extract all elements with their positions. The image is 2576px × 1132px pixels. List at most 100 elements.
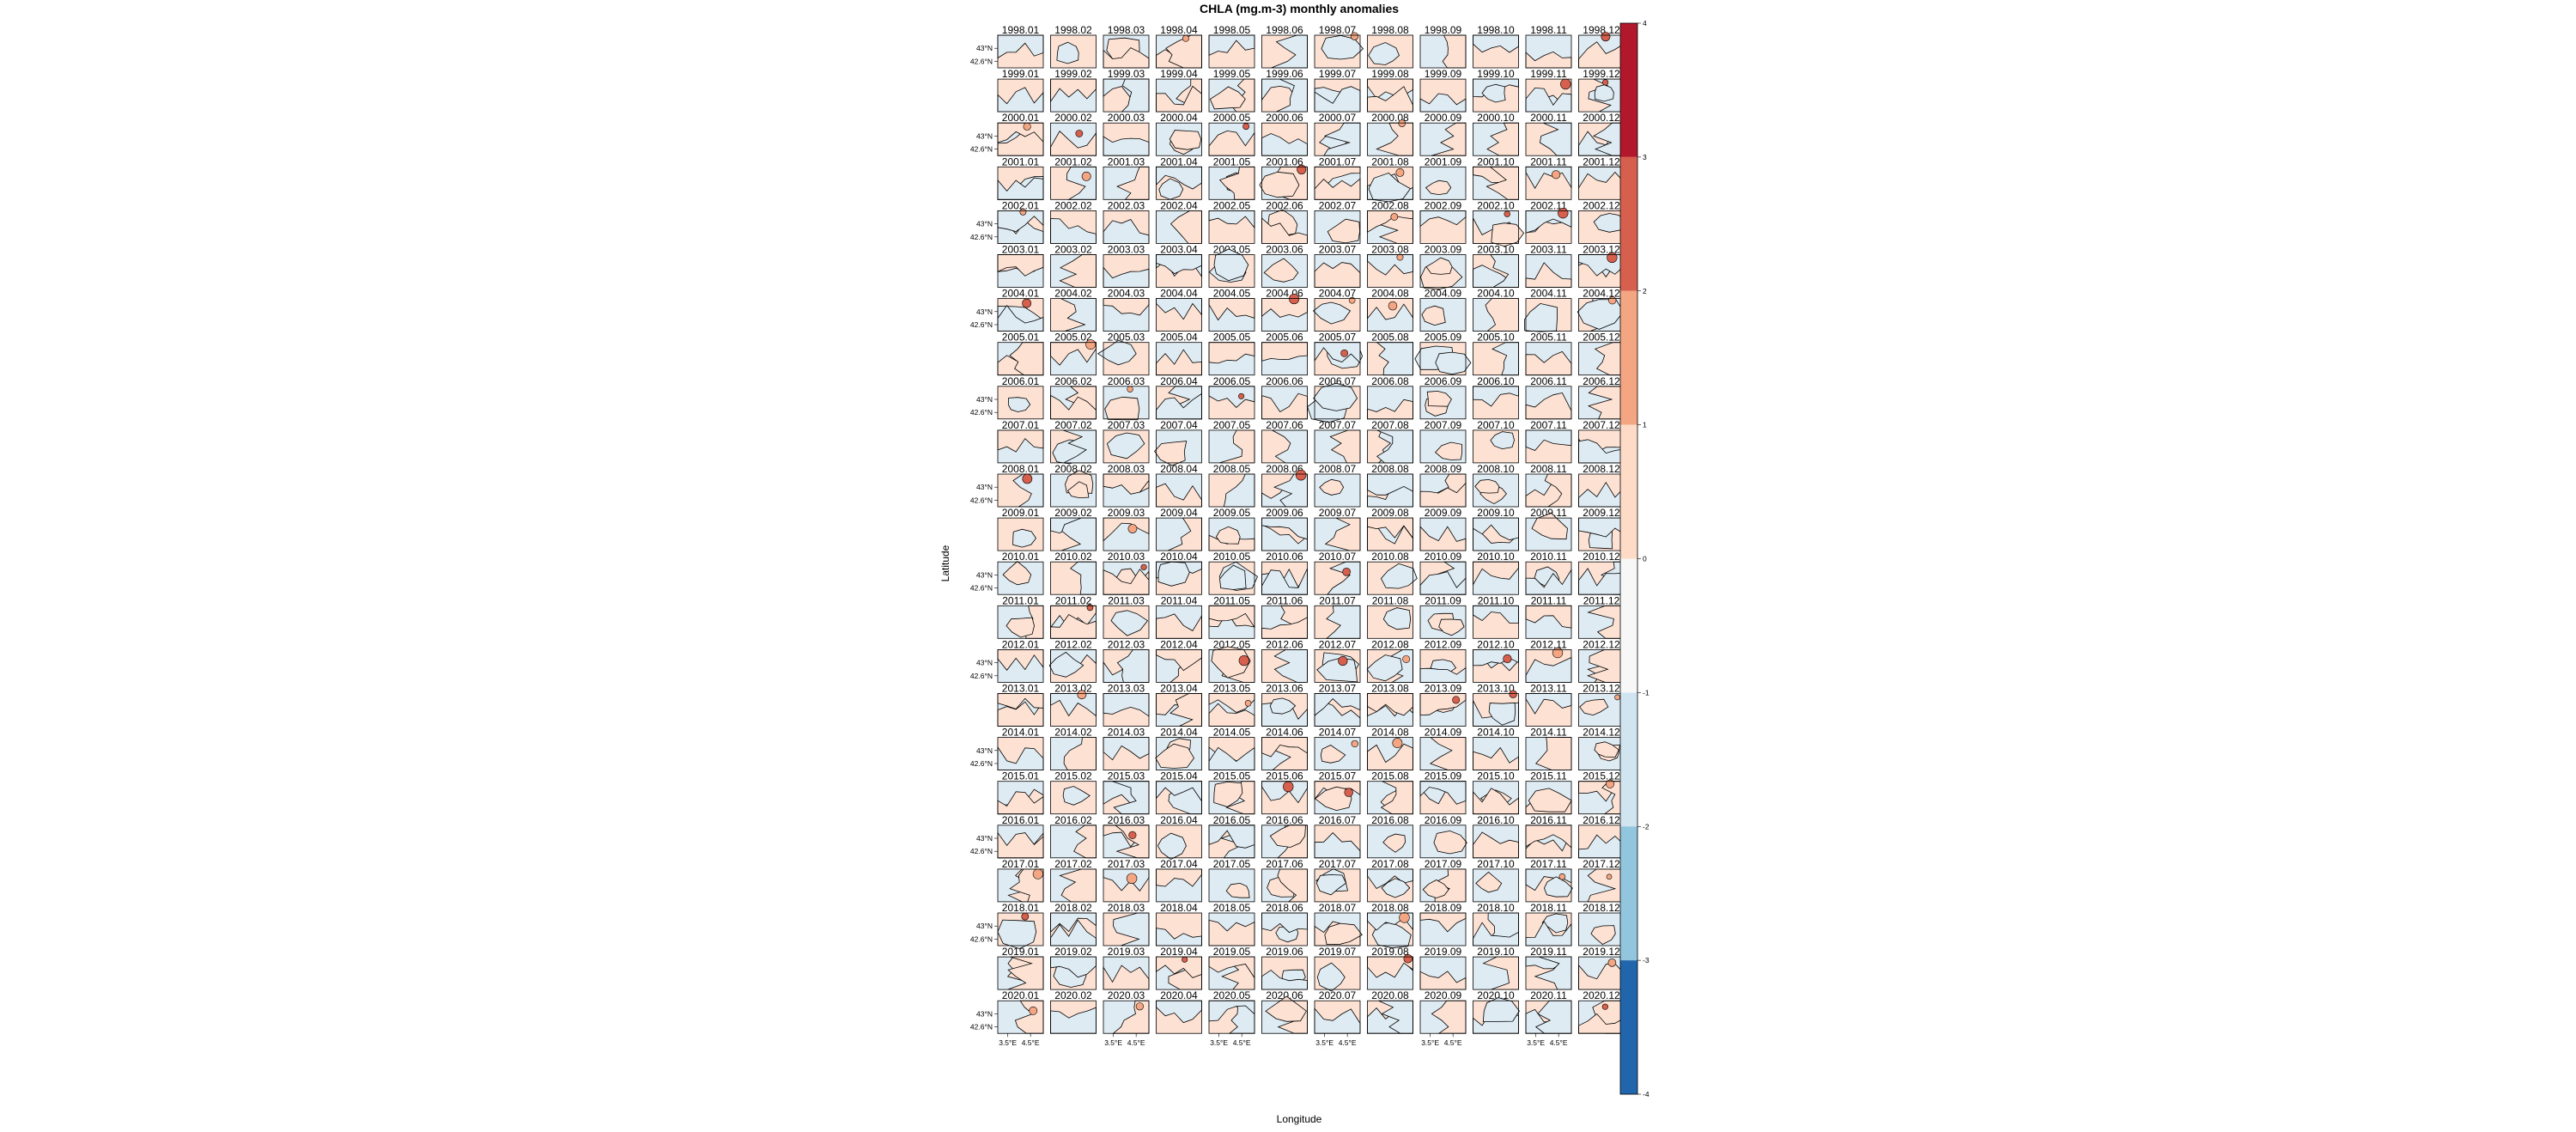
panel-title: 2009.10 [1477, 507, 1515, 519]
panel-title: 2006.06 [1266, 375, 1303, 387]
panel-frame [1473, 1000, 1519, 1034]
panel-title: 2016.10 [1477, 814, 1515, 826]
panel-title: 2007.05 [1213, 419, 1251, 431]
panel-frame [1050, 254, 1097, 288]
panel-frame [1103, 649, 1150, 683]
panel-2012-02: 2012.02 [1048, 638, 1097, 683]
panel-title: 2004.05 [1213, 288, 1251, 300]
panel-title: 2009.11 [1530, 507, 1567, 519]
panel-frame [1261, 429, 1308, 464]
panel-title: 2001.04 [1160, 155, 1198, 167]
panel-title: 2013.05 [1213, 683, 1251, 695]
colorbar-segment [1620, 424, 1637, 559]
panel-2019-09: 2019.09 [1419, 946, 1467, 990]
panel-frame [1419, 342, 1467, 376]
panel-frame [1314, 166, 1361, 200]
panel-2016-05: 2016.05 [1208, 814, 1255, 859]
panel-frame [1525, 298, 1572, 332]
panel-title: 2007.09 [1425, 419, 1462, 431]
panel-2002-11: 2002.11 [1525, 199, 1572, 244]
panel-title: 2019.03 [1108, 946, 1145, 958]
panel-frame [1103, 429, 1150, 464]
anomaly-contour [1482, 997, 1520, 1023]
panel-2001-12: 2001.12 [1578, 155, 1625, 200]
panel-frame [1473, 737, 1519, 770]
panel-frame [1261, 868, 1308, 903]
panel-title: 2006.04 [1160, 375, 1198, 387]
panel-title: 2017.08 [1371, 858, 1409, 870]
panel-2002-10: 2002.10 [1473, 199, 1525, 247]
panel-1999-03: 1999.03 [1103, 68, 1150, 113]
x-tick-label: 4.5°E [1233, 1038, 1251, 1047]
panel-title: 2000.06 [1266, 112, 1303, 124]
panel-2008-07: 2008.07 [1314, 463, 1361, 508]
anomaly-contour [1475, 871, 1503, 893]
panel-title: 1998.12 [1583, 24, 1620, 36]
panel-frame [1367, 561, 1413, 595]
anomaly-contour [1215, 526, 1241, 545]
panel-2006-03: 2006.03 [1103, 375, 1150, 421]
panel-2012-11: 2012.11 [1525, 638, 1572, 683]
panel-frame [1419, 825, 1467, 859]
anomaly-contour [1312, 301, 1352, 325]
panel-frame [1314, 298, 1361, 332]
panel-2019-12: 2019.12 [1578, 946, 1625, 990]
anomaly-contour [1259, 171, 1300, 198]
panel-frame [1261, 517, 1308, 551]
panel-frame [1103, 342, 1150, 376]
panel-2020-12: 2020.12 [1578, 989, 1625, 1034]
panel-title: 2002.08 [1371, 199, 1409, 211]
panel-2018-02: 2018.02 [1050, 902, 1097, 946]
y-tick-label: 43°N [976, 746, 993, 755]
panel-title: 2001.10 [1477, 155, 1515, 167]
panel-title: 2010.06 [1266, 551, 1303, 563]
panel-title: 2009.05 [1213, 507, 1251, 519]
panel-frame [1261, 342, 1308, 376]
panel-title: 1999.06 [1266, 68, 1303, 80]
panel-2018-01: 2018.01 [997, 902, 1044, 950]
panel-2008-04: 2008.04 [1156, 463, 1202, 508]
anomaly-hotspot [1403, 954, 1413, 964]
panel-2019-03: 2019.03 [1103, 946, 1150, 990]
panel-frame [1473, 473, 1519, 508]
panel-frame [997, 342, 1044, 376]
panel-title: 2008.08 [1371, 463, 1409, 475]
panel-2013-06: 2013.06 [1261, 683, 1308, 727]
anomaly-hotspot [1032, 868, 1043, 879]
panel-2015-11: 2015.11 [1525, 770, 1572, 815]
panel-2006-02: 2006.02 [1050, 375, 1097, 420]
panel-frame [1314, 122, 1361, 156]
panel-title: 2011.02 [1055, 594, 1092, 606]
panel-frame [997, 693, 1044, 727]
panel-frame [1419, 561, 1467, 595]
panel-title: 2011.11 [1531, 594, 1567, 606]
panel-frame [1419, 868, 1467, 903]
panel-frame [1473, 342, 1519, 376]
panel-2005-04: 2005.04 [1156, 332, 1202, 376]
anomaly-hotspot [1607, 252, 1618, 264]
panel-1999-01: 1999.01 [997, 68, 1044, 113]
panel-title: 2002.05 [1213, 199, 1251, 211]
panel-title: 2003.10 [1477, 244, 1515, 256]
panel-2009-03: 2009.03 [1103, 507, 1150, 551]
panel-2012-01: 2012.01 [997, 638, 1044, 683]
panel-frame [1050, 649, 1097, 683]
panel-2006-06: 2006.06 [1261, 375, 1308, 420]
panel-frame [1261, 254, 1308, 288]
panel-2005-10: 2005.10 [1473, 332, 1519, 376]
panel-2019-10: 2019.10 [1473, 946, 1519, 990]
panel-frame [1103, 517, 1150, 551]
panel-2006-05: 2006.05 [1208, 375, 1255, 420]
panel-frame [1156, 78, 1202, 113]
panel-frame [1314, 693, 1361, 727]
panel-title: 2018.07 [1319, 902, 1357, 914]
panel-title: 2000.11 [1530, 112, 1567, 124]
panel-frame [1473, 868, 1519, 903]
panel-frame [1473, 78, 1519, 113]
panel-2018-07: 2018.07 [1314, 902, 1363, 946]
panel-title: 2011.08 [1372, 594, 1409, 606]
panel-2009-06: 2009.06 [1261, 507, 1308, 551]
panel-title: 2003.08 [1371, 244, 1409, 256]
panel-2004-10: 2004.10 [1473, 288, 1519, 332]
panel-frame [1208, 605, 1255, 639]
